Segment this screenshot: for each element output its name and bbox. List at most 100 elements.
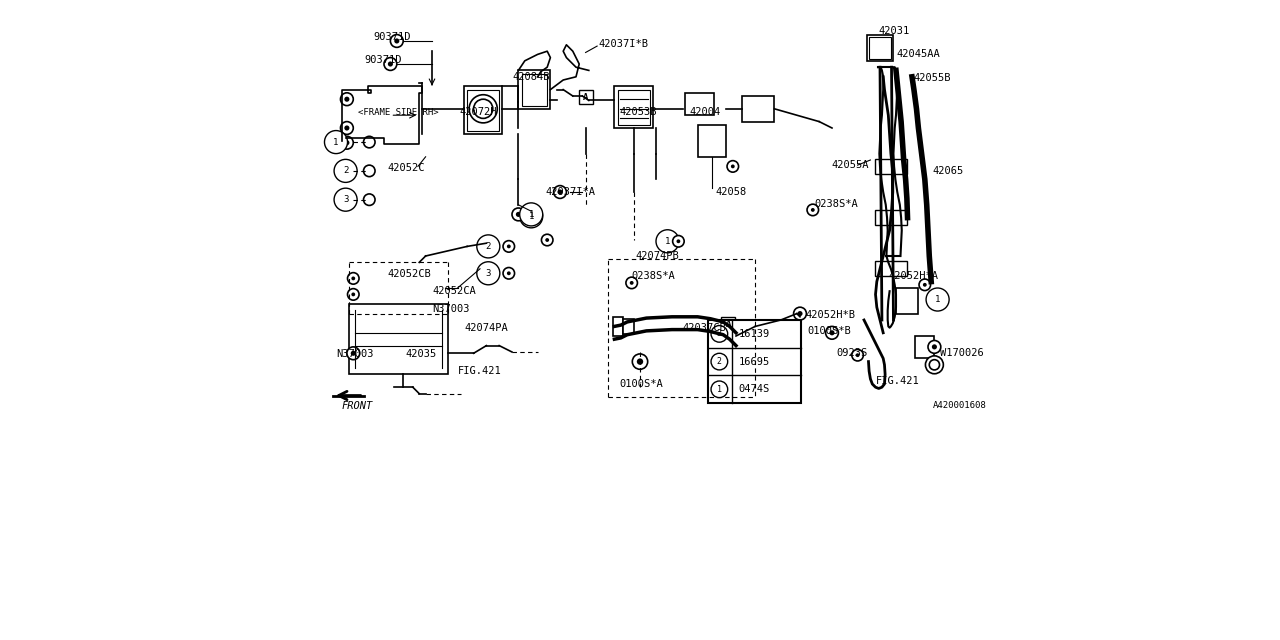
Bar — [623, 319, 635, 334]
Text: 42072H: 42072H — [460, 107, 497, 117]
Circle shape — [520, 203, 543, 226]
Circle shape — [632, 354, 648, 369]
Circle shape — [626, 277, 637, 289]
Circle shape — [340, 93, 353, 106]
Circle shape — [388, 61, 393, 67]
Circle shape — [344, 140, 349, 145]
Circle shape — [812, 208, 814, 212]
Circle shape — [344, 125, 349, 131]
Circle shape — [384, 58, 397, 70]
Text: 2: 2 — [717, 357, 722, 366]
Bar — [685, 93, 714, 115]
Text: 42031: 42031 — [879, 26, 910, 36]
Bar — [869, 37, 891, 59]
Circle shape — [364, 136, 375, 148]
Circle shape — [630, 281, 634, 285]
Circle shape — [334, 159, 357, 182]
Text: 2: 2 — [343, 166, 348, 175]
Circle shape — [503, 268, 515, 279]
Text: 42084B: 42084B — [512, 72, 549, 82]
Text: W170026: W170026 — [940, 348, 983, 358]
Circle shape — [731, 164, 735, 168]
Circle shape — [929, 360, 940, 370]
Circle shape — [932, 344, 937, 349]
Text: 90371D: 90371D — [374, 32, 411, 42]
Bar — [467, 90, 499, 131]
Circle shape — [919, 279, 931, 291]
Text: 42058: 42058 — [716, 187, 746, 197]
Text: 42052CB: 42052CB — [387, 269, 431, 279]
Bar — [896, 288, 919, 314]
Bar — [614, 86, 653, 128]
Circle shape — [558, 189, 563, 195]
Circle shape — [503, 241, 515, 252]
Text: 42053B: 42053B — [620, 107, 657, 117]
Circle shape — [826, 326, 838, 339]
Circle shape — [470, 95, 497, 123]
Circle shape — [340, 122, 353, 134]
Circle shape — [856, 353, 860, 357]
Text: 16139: 16139 — [739, 329, 769, 339]
Bar — [876, 261, 906, 276]
Circle shape — [507, 244, 511, 248]
Text: 1: 1 — [529, 212, 534, 221]
Text: 1: 1 — [717, 385, 722, 394]
Text: 42004: 42004 — [690, 107, 721, 117]
Text: 1: 1 — [333, 138, 339, 147]
Text: 2: 2 — [485, 242, 492, 251]
Bar — [876, 210, 906, 225]
Circle shape — [727, 161, 739, 172]
Circle shape — [673, 236, 685, 247]
Circle shape — [474, 99, 493, 118]
Circle shape — [520, 205, 543, 228]
Circle shape — [344, 97, 349, 102]
Text: 42055A: 42055A — [832, 160, 869, 170]
Text: 42055B: 42055B — [914, 73, 951, 83]
Text: 3: 3 — [343, 195, 348, 204]
Text: 3: 3 — [717, 330, 722, 339]
Text: N37003: N37003 — [335, 349, 374, 359]
Text: FIG.421: FIG.421 — [458, 366, 502, 376]
Text: 1: 1 — [664, 237, 671, 246]
Text: <FRAME SIDE RH>: <FRAME SIDE RH> — [358, 108, 439, 116]
Circle shape — [512, 208, 525, 221]
Text: A: A — [726, 320, 731, 329]
Circle shape — [364, 165, 375, 177]
Circle shape — [390, 35, 403, 47]
Text: 0474S: 0474S — [739, 385, 769, 394]
Circle shape — [351, 351, 356, 356]
Circle shape — [340, 136, 353, 149]
Bar — [868, 35, 893, 61]
Text: 42052H*B: 42052H*B — [805, 310, 855, 320]
Circle shape — [794, 307, 806, 320]
Circle shape — [712, 381, 728, 397]
Bar — [742, 96, 774, 122]
Circle shape — [808, 204, 819, 216]
Circle shape — [554, 186, 566, 198]
Text: 0238S*A: 0238S*A — [815, 198, 859, 209]
Circle shape — [925, 288, 950, 311]
Circle shape — [348, 273, 358, 284]
Text: A420001608: A420001608 — [933, 401, 987, 410]
Text: 90371D: 90371D — [365, 54, 402, 65]
Text: 42052H*A: 42052H*A — [888, 271, 938, 282]
Bar — [722, 317, 735, 332]
Circle shape — [325, 131, 348, 154]
Text: 42065: 42065 — [932, 166, 964, 176]
Text: 42052C: 42052C — [388, 163, 425, 173]
Text: 42035: 42035 — [404, 349, 436, 359]
Circle shape — [712, 353, 728, 370]
Circle shape — [928, 340, 941, 353]
Circle shape — [351, 276, 356, 280]
Circle shape — [637, 358, 644, 365]
Circle shape — [657, 230, 678, 253]
Bar — [348, 304, 448, 374]
Text: 42074PB: 42074PB — [635, 251, 680, 261]
Circle shape — [364, 194, 375, 205]
Text: 1: 1 — [529, 210, 534, 219]
Circle shape — [347, 347, 360, 360]
Circle shape — [545, 238, 549, 242]
Text: 42037CB: 42037CB — [682, 323, 726, 333]
Circle shape — [351, 292, 356, 296]
Circle shape — [829, 330, 835, 335]
